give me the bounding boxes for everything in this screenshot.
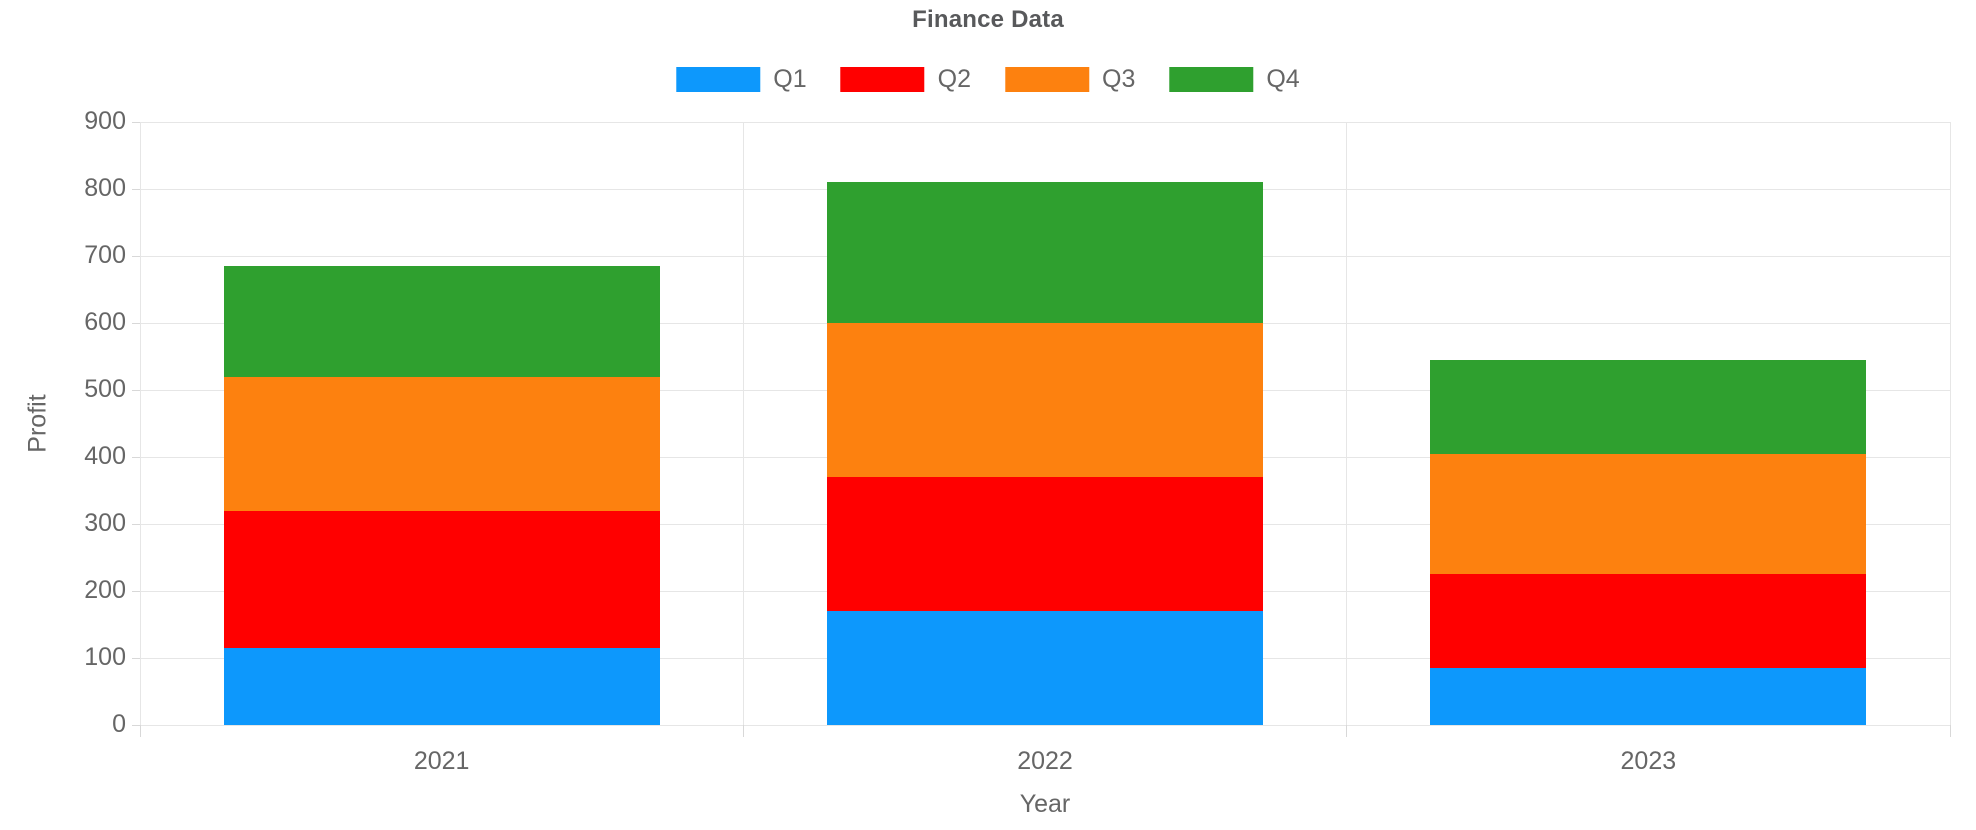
bar-segment-q4-2022[interactable] — [827, 182, 1263, 323]
bar-segment-q4-2021[interactable] — [223, 266, 660, 377]
legend-item-q1[interactable]: Q1 — [676, 64, 807, 94]
x-gridline — [1949, 122, 1951, 725]
bar-segment-q1-2022[interactable] — [827, 611, 1263, 725]
x-tick-label-2021: 2021 — [413, 747, 470, 775]
x-axis-baseline — [140, 724, 1950, 726]
y-axis-tick — [132, 389, 140, 391]
y-tick-label: 900 — [84, 107, 126, 135]
y-axis-tick — [132, 121, 140, 123]
x-gridline — [1346, 122, 1348, 725]
x-axis-tick — [742, 725, 744, 737]
y-axis-title: Profit — [23, 393, 52, 453]
legend-swatch-q2 — [840, 66, 925, 92]
bar-segment-q3-2022[interactable] — [827, 323, 1263, 478]
x-axis-tick — [139, 725, 141, 737]
bar-segment-q3-2021[interactable] — [223, 376, 660, 511]
y-tick-label: 600 — [84, 308, 126, 336]
y-gridline — [140, 121, 1950, 123]
x-gridline — [742, 122, 744, 725]
x-axis-tick — [1346, 725, 1348, 737]
bar-segment-q2-2023[interactable] — [1430, 574, 1867, 669]
y-tick-label: 200 — [84, 576, 126, 604]
bar-segment-q2-2022[interactable] — [827, 477, 1263, 612]
bar-segment-q1-2021[interactable] — [223, 647, 660, 725]
legend-label: Q1 — [773, 64, 807, 93]
y-axis-line — [139, 122, 141, 725]
bar-segment-q1-2023[interactable] — [1430, 668, 1867, 725]
legend-label: Q3 — [1102, 64, 1136, 93]
y-axis-tick — [132, 322, 140, 324]
legend-swatch-q4 — [1169, 66, 1254, 92]
chart-legend: Q1 Q2 Q3 Q4 — [659, 64, 1316, 94]
legend-item-q3[interactable]: Q3 — [1005, 65, 1135, 94]
y-axis-tick — [132, 590, 140, 592]
y-tick-label: 700 — [84, 241, 126, 269]
legend-label: Q4 — [1266, 64, 1300, 93]
y-tick-label: 300 — [84, 509, 126, 537]
bar-segment-q3-2023[interactable] — [1430, 453, 1867, 575]
legend-label: Q2 — [937, 64, 971, 93]
x-axis-title: Year — [1019, 790, 1071, 818]
bar-segment-q2-2021[interactable] — [223, 510, 660, 648]
y-tick-label: 500 — [84, 375, 126, 403]
legend-swatch-q1 — [676, 66, 761, 92]
legend-item-q4[interactable]: Q4 — [1169, 64, 1300, 94]
x-axis-tick — [1949, 725, 1951, 737]
y-axis-tick — [132, 188, 140, 190]
y-tick-label: 800 — [84, 174, 126, 202]
bar-segment-q4-2023[interactable] — [1430, 359, 1867, 454]
y-tick-label: 100 — [84, 643, 126, 671]
legend-swatch-q3 — [1005, 66, 1089, 92]
x-tick-label-2022: 2022 — [1017, 747, 1073, 775]
y-axis-tick — [132, 456, 140, 458]
y-axis-tick — [132, 724, 140, 726]
chart-title: Finance Data — [912, 6, 1064, 33]
y-tick-label: 0 — [112, 710, 126, 738]
y-axis-tick — [132, 523, 140, 525]
y-tick-label: 400 — [84, 442, 126, 470]
y-axis-tick — [132, 255, 140, 257]
legend-item-q2[interactable]: Q2 — [840, 64, 971, 94]
x-tick-label-2023: 2023 — [1620, 747, 1677, 775]
y-axis-tick — [132, 657, 140, 659]
